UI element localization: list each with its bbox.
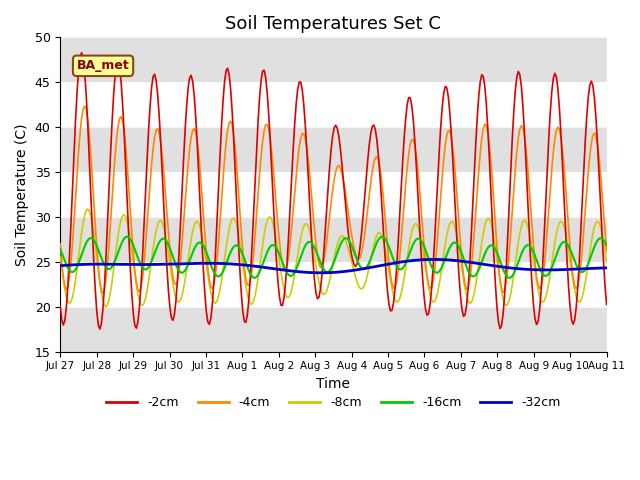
-32cm bbox=[246, 263, 254, 268]
-2cm bbox=[250, 211, 257, 217]
-4cm bbox=[241, 265, 248, 271]
Text: BA_met: BA_met bbox=[77, 60, 129, 72]
-16cm bbox=[575, 267, 583, 273]
-32cm bbox=[237, 262, 245, 268]
-8cm bbox=[250, 298, 257, 304]
-8cm bbox=[102, 304, 110, 310]
-4cm bbox=[127, 207, 134, 213]
-4cm bbox=[575, 276, 583, 281]
-8cm bbox=[84, 206, 92, 212]
-4cm bbox=[56, 241, 64, 247]
-2cm bbox=[298, 87, 306, 93]
-4cm bbox=[298, 131, 306, 136]
-16cm bbox=[603, 243, 611, 249]
-4cm bbox=[222, 139, 230, 145]
-8cm bbox=[222, 244, 230, 250]
-32cm bbox=[603, 265, 611, 271]
Line: -4cm: -4cm bbox=[60, 106, 607, 293]
Title: Soil Temperatures Set C: Soil Temperatures Set C bbox=[225, 15, 442, 33]
-32cm bbox=[575, 266, 583, 272]
-2cm bbox=[575, 260, 583, 266]
-2cm bbox=[222, 68, 230, 73]
Line: -16cm: -16cm bbox=[60, 237, 607, 278]
-32cm bbox=[220, 261, 227, 266]
-8cm bbox=[241, 274, 248, 280]
-8cm bbox=[603, 259, 611, 264]
-4cm bbox=[250, 251, 257, 257]
-16cm bbox=[248, 274, 256, 279]
-8cm bbox=[127, 237, 134, 243]
-16cm bbox=[506, 275, 513, 281]
-2cm bbox=[96, 326, 104, 332]
Y-axis label: Soil Temperature (C): Soil Temperature (C) bbox=[15, 123, 29, 266]
-16cm bbox=[56, 246, 64, 252]
-4cm bbox=[81, 103, 88, 109]
-4cm bbox=[99, 290, 107, 296]
Line: -8cm: -8cm bbox=[60, 209, 607, 307]
Bar bbox=[60, 127, 607, 172]
-32cm bbox=[317, 270, 324, 276]
-16cm bbox=[297, 254, 305, 260]
-8cm bbox=[575, 299, 583, 305]
-16cm bbox=[221, 265, 228, 271]
-16cm bbox=[124, 234, 131, 240]
-2cm bbox=[603, 301, 611, 307]
-16cm bbox=[239, 252, 246, 258]
X-axis label: Time: Time bbox=[316, 377, 351, 391]
-32cm bbox=[295, 269, 303, 275]
-2cm bbox=[77, 50, 85, 56]
Bar bbox=[60, 37, 607, 82]
Line: -2cm: -2cm bbox=[60, 53, 607, 329]
-2cm bbox=[56, 304, 64, 310]
-2cm bbox=[241, 319, 248, 324]
-2cm bbox=[127, 264, 134, 270]
-8cm bbox=[298, 228, 306, 234]
Bar bbox=[60, 217, 607, 262]
-32cm bbox=[124, 262, 131, 267]
-16cm bbox=[125, 234, 132, 240]
Line: -32cm: -32cm bbox=[60, 259, 607, 273]
Legend: -2cm, -4cm, -8cm, -16cm, -32cm: -2cm, -4cm, -8cm, -16cm, -32cm bbox=[101, 391, 566, 414]
-8cm bbox=[56, 254, 64, 260]
-32cm bbox=[56, 263, 64, 269]
-4cm bbox=[603, 248, 611, 253]
Bar bbox=[60, 307, 607, 351]
-32cm bbox=[429, 256, 437, 262]
